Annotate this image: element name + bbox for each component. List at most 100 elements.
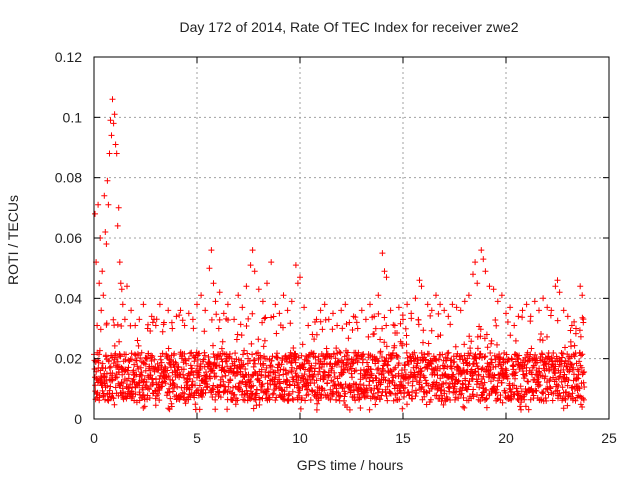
data-point [169,377,176,384]
data-point [241,347,248,354]
data-point [402,384,408,391]
data-point [416,378,423,384]
data-point [292,359,299,366]
data-point [240,361,247,368]
data-point [577,283,584,290]
data-point [383,322,390,329]
data-point [534,359,541,366]
data-point [333,345,340,352]
data-point [367,301,373,308]
data-point [478,247,485,254]
data-point [259,381,266,387]
data-point [311,336,318,343]
data-point [570,377,577,384]
data-point [99,268,106,275]
data-point [268,259,275,266]
data-point [234,397,241,404]
data-point [95,201,102,208]
data-point [580,369,587,376]
data-point [297,405,304,412]
data-point [194,301,200,308]
data-point [509,356,516,363]
data-point [313,406,320,413]
data-point [109,370,116,377]
data-point [181,374,188,381]
data-point [336,393,343,400]
data-point [397,320,404,327]
data-point [474,333,481,340]
data-point [374,366,381,373]
data-point [290,376,297,383]
data-point [274,350,280,357]
data-point [350,313,357,320]
data-point [330,378,337,385]
data-point [576,327,583,334]
data-point [327,396,334,403]
data-point [399,405,406,412]
data-point [360,356,367,363]
data-point [569,361,575,368]
data-point [166,389,173,396]
data-point [137,355,144,361]
data-point [114,321,121,328]
data-point [274,367,281,374]
data-point [288,298,295,305]
data-point [487,350,494,356]
data-point [397,378,404,385]
data-point [176,371,183,378]
data-point [542,373,549,380]
data-point [507,332,514,339]
data-point [517,383,524,390]
data-point [103,241,110,247]
data-point [381,314,388,321]
data-point [110,395,117,402]
data-point [185,355,192,362]
data-point [482,268,489,275]
data-point [243,387,250,394]
data-point [212,298,219,305]
data-point [138,349,145,356]
data-point [339,385,346,392]
data-point [103,320,110,327]
data-point [185,396,192,403]
data-point [544,333,550,340]
data-point [416,277,423,284]
data-point [515,355,522,362]
data-point [462,377,469,384]
data-point [204,384,211,391]
data-point [580,319,587,326]
data-point [342,301,349,308]
data-point [216,362,223,369]
data-point [151,356,158,363]
data-point [189,316,196,323]
data-point [448,365,455,372]
data-point [112,141,119,148]
data-point [239,304,246,311]
data-point [536,307,542,314]
data-point [273,330,280,337]
data-point [578,352,584,359]
data-point [493,322,500,329]
data-point [404,401,410,408]
data-point [503,367,510,374]
data-point [262,314,269,321]
data-point [281,388,288,395]
data-point [119,301,126,308]
data-point [157,356,164,363]
data-point [517,403,523,410]
data-point [421,351,428,358]
data-point [116,369,122,376]
data-point [266,394,273,401]
data-point [351,394,358,400]
data-point [183,360,190,367]
data-point [141,403,148,410]
data-point [188,349,195,356]
data-point [312,360,319,367]
data-point [296,387,303,394]
data-point [333,385,340,392]
data-point [368,372,375,379]
data-point [156,301,163,308]
data-point [96,347,103,354]
data-point [360,382,367,389]
data-point [357,385,364,392]
